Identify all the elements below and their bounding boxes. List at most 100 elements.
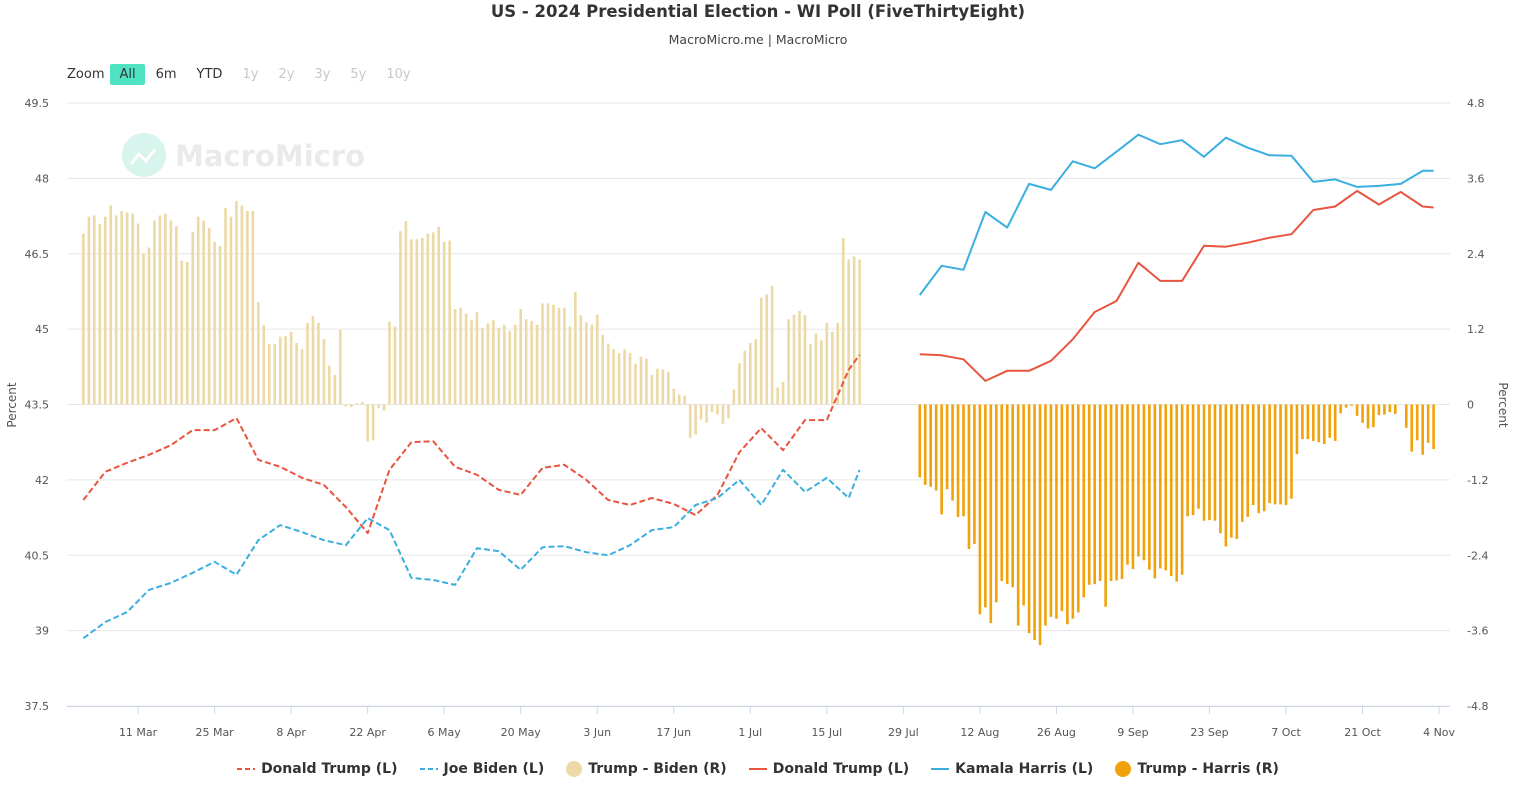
bar xyxy=(962,404,965,517)
right-axis-tick-label: -4.8 xyxy=(1467,700,1488,713)
bar xyxy=(1104,404,1107,607)
bar xyxy=(1328,404,1332,438)
bar xyxy=(825,322,829,405)
bar xyxy=(218,246,222,405)
bar xyxy=(1251,404,1255,505)
left-axis-tick-label: 37.5 xyxy=(25,700,50,713)
bar xyxy=(612,349,615,405)
x-axis-tick-label: 21 Oct xyxy=(1344,726,1381,739)
bar xyxy=(984,404,987,608)
zoom-10y-button[interactable]: 10y xyxy=(386,67,411,82)
bar xyxy=(1191,404,1195,516)
bar xyxy=(492,320,495,405)
bar xyxy=(546,303,550,405)
zoom-6m-button[interactable]: 6m xyxy=(155,67,177,82)
legend-item-trump-solid[interactable]: Donald Trump (L) xyxy=(748,761,909,777)
legend-item-trump-biden[interactable]: Trump - Biden (R) xyxy=(566,761,727,777)
x-axis-tick-label: 26 Aug xyxy=(1037,726,1076,739)
bar xyxy=(333,374,337,405)
bar xyxy=(317,322,320,405)
left-axis-tick-label: 42 xyxy=(35,474,49,487)
legend-item-biden[interactable]: Joe Biden (L) xyxy=(419,761,545,777)
right-axis-tick-label: 0 xyxy=(1467,399,1474,412)
bar xyxy=(1000,404,1004,582)
bar xyxy=(366,404,369,442)
legend-label: Trump - Harris (R) xyxy=(1137,761,1279,777)
bar xyxy=(1202,404,1206,521)
bar xyxy=(1044,404,1047,626)
bar xyxy=(1115,404,1118,581)
bar xyxy=(257,302,260,405)
dashed-line-swatch-icon xyxy=(419,768,438,770)
bar xyxy=(656,368,659,405)
zoom-3y-button[interactable]: 3y xyxy=(314,67,331,82)
bar xyxy=(1098,404,1102,582)
x-axis-tick-label: 20 May xyxy=(501,726,542,739)
bar xyxy=(393,326,397,405)
bar xyxy=(1033,404,1036,641)
bar-series xyxy=(82,200,1435,646)
bar xyxy=(175,226,178,405)
bar xyxy=(448,240,451,405)
bar xyxy=(765,294,768,405)
zoom-ytd-button[interactable]: YTD xyxy=(196,67,223,82)
bar xyxy=(1410,404,1414,452)
zoom-all-button[interactable]: All xyxy=(110,64,145,85)
bar xyxy=(776,387,779,405)
bar xyxy=(650,374,654,405)
zoom-5y-button[interactable]: 5y xyxy=(350,67,367,82)
bar xyxy=(705,404,708,423)
legend-item-trump-harris[interactable]: Trump - Harris (R) xyxy=(1115,761,1279,777)
bar xyxy=(224,207,227,405)
bar xyxy=(284,336,287,405)
bar xyxy=(1383,404,1386,415)
bar xyxy=(781,381,785,405)
bar xyxy=(1082,404,1086,598)
bar xyxy=(639,356,643,405)
bar xyxy=(1295,404,1299,455)
x-axis-tick-label: 15 Jul xyxy=(811,726,842,739)
left-axis-tick-label: 40.5 xyxy=(25,549,50,562)
bar xyxy=(738,363,741,405)
bar xyxy=(541,303,544,405)
bar xyxy=(820,340,823,405)
bar xyxy=(1049,404,1053,617)
line-kamala-harris-l-4 xyxy=(918,133,1434,296)
bar xyxy=(1268,404,1271,504)
bar xyxy=(1060,404,1064,612)
zoom-1y-button[interactable]: 1y xyxy=(242,67,259,82)
bar xyxy=(1016,404,1020,626)
bar xyxy=(1290,404,1293,499)
bar xyxy=(645,358,648,405)
legend-item-harris[interactable]: Kamala Harris (L) xyxy=(931,761,1093,777)
legend-item-trump-dashed[interactable]: Donald Trump (L) xyxy=(237,761,398,777)
bar xyxy=(158,215,162,405)
bar xyxy=(180,260,184,405)
bar xyxy=(185,261,189,405)
bar xyxy=(858,259,861,405)
bar xyxy=(754,339,758,405)
bar xyxy=(169,220,173,405)
bar xyxy=(1279,404,1282,505)
bar xyxy=(1377,404,1381,416)
legend-label: Joe Biden (L) xyxy=(443,761,545,777)
bar xyxy=(295,342,298,405)
bar xyxy=(311,315,315,405)
bar xyxy=(601,334,605,405)
bar xyxy=(732,389,736,405)
bar xyxy=(459,307,462,405)
zoom-label: Zoom xyxy=(67,67,105,82)
left-axis-tick-label: 48 xyxy=(35,172,49,185)
bar xyxy=(749,342,752,405)
bar xyxy=(803,315,807,405)
x-axis-tick-label: 6 May xyxy=(428,726,462,739)
bar xyxy=(481,327,484,405)
bar xyxy=(945,404,949,490)
bar xyxy=(672,388,676,405)
bar xyxy=(273,344,277,405)
bar xyxy=(1415,404,1419,441)
bar xyxy=(1426,404,1430,443)
bar xyxy=(994,404,998,603)
bar xyxy=(814,333,818,405)
zoom-2y-button[interactable]: 2y xyxy=(278,67,295,82)
